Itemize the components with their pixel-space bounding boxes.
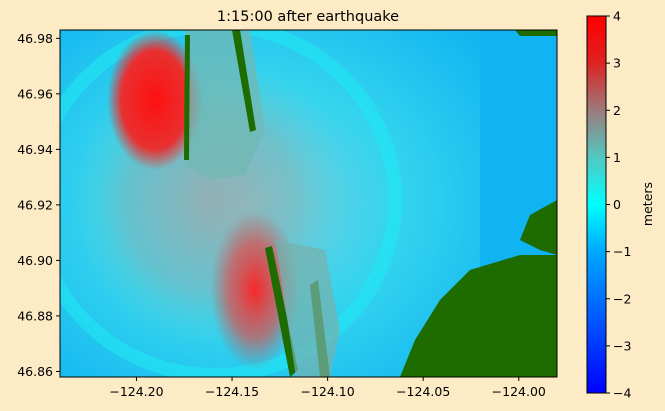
x-tick-label: −124.15 [205,384,259,399]
colorbar-tick-label: 1 [613,150,621,165]
colorbar-tick-label: −3 [613,338,631,353]
southeast-land [400,255,557,377]
colorbar-tick-label: 3 [613,56,621,71]
red-crest-north [107,30,203,170]
y-tick-label: 46.90 [17,253,53,268]
colorbar-label: meters [640,182,655,226]
colorbar: 4 3 2 1 0 −1 −2 −3 −4 meters [586,9,655,401]
grays-harbor [275,240,340,377]
colorbar-tick-label: −4 [613,386,631,401]
plot-area [60,30,557,377]
northeast-land [515,30,557,36]
y-tick-label: 46.92 [17,197,53,212]
x-tick-label: −124.00 [492,384,546,399]
plot-frame [59,29,558,378]
spit-land-west [184,35,190,160]
north-spit-land [232,30,256,132]
x-axis: −124.20 −124.15 −124.10 −124.05 −124.00 [109,377,546,399]
colorbar-gradient [586,15,607,394]
y-tick-label: 46.98 [17,31,53,46]
y-tick-label: 46.88 [17,308,53,323]
colorbar-tick-label: −2 [613,291,631,306]
y-tick-label: 46.94 [17,142,53,157]
colorbar-tick-label: 4 [613,9,621,24]
colorbar-ticks: 4 3 2 1 0 −1 −2 −3 −4 [606,9,631,401]
wave-front-arc [60,30,402,377]
x-tick-label: −124.05 [396,384,450,399]
y-tick-label: 46.86 [17,364,53,379]
east-land [520,200,557,255]
south-spit-land [265,246,298,377]
y-tick-label: 46.96 [17,86,53,101]
colorbar-tick-label: 0 [613,197,621,212]
colorbar-tick-label: −1 [613,244,631,259]
x-tick-label: −124.20 [109,384,163,399]
chart-title: 1:15:00 after earthquake [217,9,399,25]
x-tick-label: −124.10 [301,384,355,399]
y-axis: 46.86 46.88 46.90 46.92 46.94 46.96 46.98 [17,31,60,379]
colorbar-tick-label: 2 [613,103,621,118]
